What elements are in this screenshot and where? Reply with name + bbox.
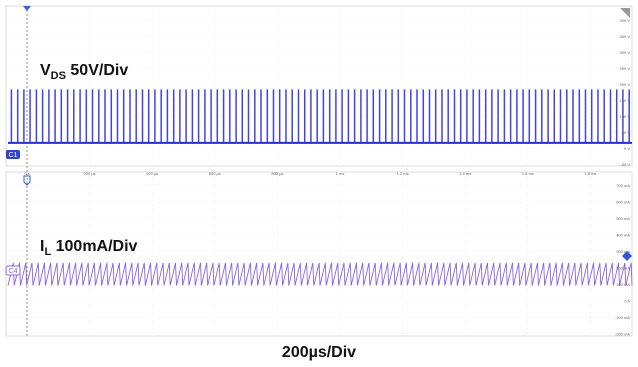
channel-1-marker[interactable]: C1 [6, 150, 20, 159]
top-scale-tick: 400 V [620, 18, 631, 23]
bottom-grid [6, 172, 632, 336]
time-tick-label: 1.4 ms [459, 171, 471, 176]
vds-scale-text: 50V/Div [65, 62, 129, 79]
vds-subscript: DS [50, 70, 66, 82]
bottom-scale-tick: 400 mA [616, 233, 630, 238]
il-waveform [7, 262, 633, 286]
top-scale-tick: -50 V [620, 162, 630, 167]
bottom-scale-tick: 100 mA [616, 282, 630, 287]
time-tick-label: 1.2 ms [397, 171, 409, 176]
time-scale-caption: 200µs/Div [281, 344, 357, 361]
time-tick-label: 1.6 ms [522, 171, 534, 176]
trigger-marker-bottom-icon[interactable] [23, 175, 31, 186]
bottom-scale-tick: 700 mA [616, 183, 630, 188]
top-scale-tick: 300 V [620, 50, 631, 55]
channel-4-marker[interactable]: C4 [5, 265, 21, 276]
bottom-scale-tick: -100 mA [615, 315, 630, 320]
bottom-scale-tick: 300 mA [616, 249, 630, 254]
il-scale-text: 100mA/Div [51, 238, 138, 255]
bottom-scale-tick: 0 A [624, 299, 630, 304]
top-scale-tick: 50 V [622, 130, 631, 135]
top-right-scale: 400 V 350 V 300 V 250 V 200 V 150 V 100 V 50 V 0… [620, 18, 631, 167]
time-tick-label: 800 µs [271, 171, 283, 176]
time-tick-label: 0 s [24, 171, 29, 176]
top-scale-tick: 100 V [620, 114, 631, 119]
channel-1-label: C1 [9, 152, 18, 159]
bottom-scale-tick: 600 mA [616, 200, 630, 205]
il-subscript: L [44, 246, 52, 258]
channel-4-label: C4 [9, 268, 18, 275]
time-tick-label: 400 µs [146, 171, 158, 176]
top-grid [6, 6, 632, 166]
bottom-scale-tick: 500 mA [616, 216, 630, 221]
top-scale-tick: 150 V [620, 98, 631, 103]
bottom-scale-tick: 200 mA [616, 266, 630, 271]
top-scale-tick: 0 V [624, 146, 630, 151]
vds-waveform [8, 89, 632, 144]
il-trace [7, 262, 633, 286]
time-tick-label: 600 µs [209, 171, 221, 176]
time-tick-label: 1.8 ms [584, 171, 596, 176]
time-axis-labels: 0 s 200 µs 400 µs 600 µs 800 µs 1 ms 1.2 ms 1.4… [24, 171, 596, 176]
trigger-marker-icon[interactable] [23, 6, 31, 11]
il-scale-caption: IL 100mA/Div [40, 238, 137, 258]
time-tick-label: 200 µs [84, 171, 96, 176]
top-scale-tick: 350 V [620, 34, 631, 39]
top-scale-tick: 200 V [620, 82, 631, 87]
time-tick-label: 1 ms [336, 171, 345, 176]
il-symbol: I [40, 238, 45, 255]
bottom-right-scale: 700 mA 600 mA 500 mA 400 mA 300 mA 200 mA 100 … [615, 183, 630, 337]
top-right-corner-icon [620, 8, 630, 18]
channel-4-offset-marker-icon[interactable] [622, 251, 632, 261]
vds-scale-caption: VDS 50V/Div [40, 62, 128, 82]
bottom-scale-tick: -200 mA [615, 332, 630, 337]
vds-symbol: V [40, 62, 51, 79]
top-scale-tick: 250 V [620, 66, 631, 71]
